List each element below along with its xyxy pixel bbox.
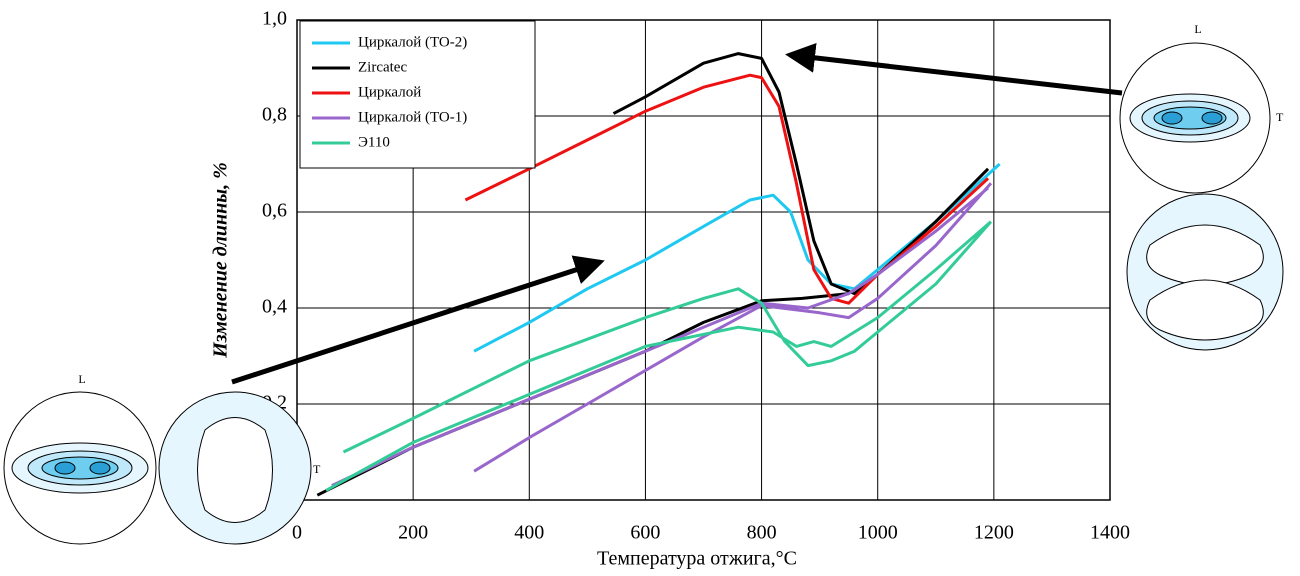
- pole-figure: [1126, 193, 1284, 351]
- legend-label: Циркалой: [358, 84, 421, 100]
- x-tick-label: 1000: [858, 522, 898, 544]
- pole-label: T: [1276, 110, 1284, 124]
- y-tick-label: 1,0: [262, 8, 287, 30]
- x-axis-label: Температура отжига,°С: [597, 548, 797, 570]
- pole-label: L: [1194, 22, 1201, 36]
- series-line: [464, 73, 990, 305]
- arrow: [785, 42, 1123, 96]
- series-line: [331, 182, 993, 487]
- x-tick-label: 0: [292, 522, 302, 544]
- x-tick-label: 1400: [1090, 522, 1130, 544]
- series-line: [325, 220, 993, 492]
- legend-label: Zircatec: [358, 59, 407, 75]
- pole-figure-labels: L T L T: [78, 22, 1284, 476]
- lines: [316, 52, 1001, 497]
- x-tick-label: 600: [630, 522, 660, 544]
- pole-figure: [1119, 42, 1271, 194]
- x-tick-label: 200: [398, 522, 428, 544]
- pole-figure: [3, 391, 157, 545]
- legend-label: Циркалой (ТО-2): [358, 34, 467, 50]
- legend: Циркалой (ТО-2) Zircatec Циркалой Циркалой …: [312, 34, 467, 150]
- pole-label: T: [313, 462, 321, 476]
- y-tick-label: 0,6: [262, 200, 287, 222]
- pole-figure: [158, 391, 312, 545]
- y-axis-label: Изменение длинны, %: [210, 162, 232, 359]
- y-tick-label: 0,8: [262, 104, 287, 126]
- legend-label: Циркалой (ТО-1): [358, 109, 467, 125]
- legend-label: Э110: [358, 134, 390, 150]
- x-tick-label: 1200: [974, 522, 1014, 544]
- x-tick-label: 400: [514, 522, 544, 544]
- pole-label: L: [78, 372, 85, 386]
- x-tick-label: 800: [747, 522, 777, 544]
- plot-frame: [296, 19, 1111, 501]
- y-tick-label: 0,4: [262, 296, 287, 318]
- arrow: [231, 255, 605, 385]
